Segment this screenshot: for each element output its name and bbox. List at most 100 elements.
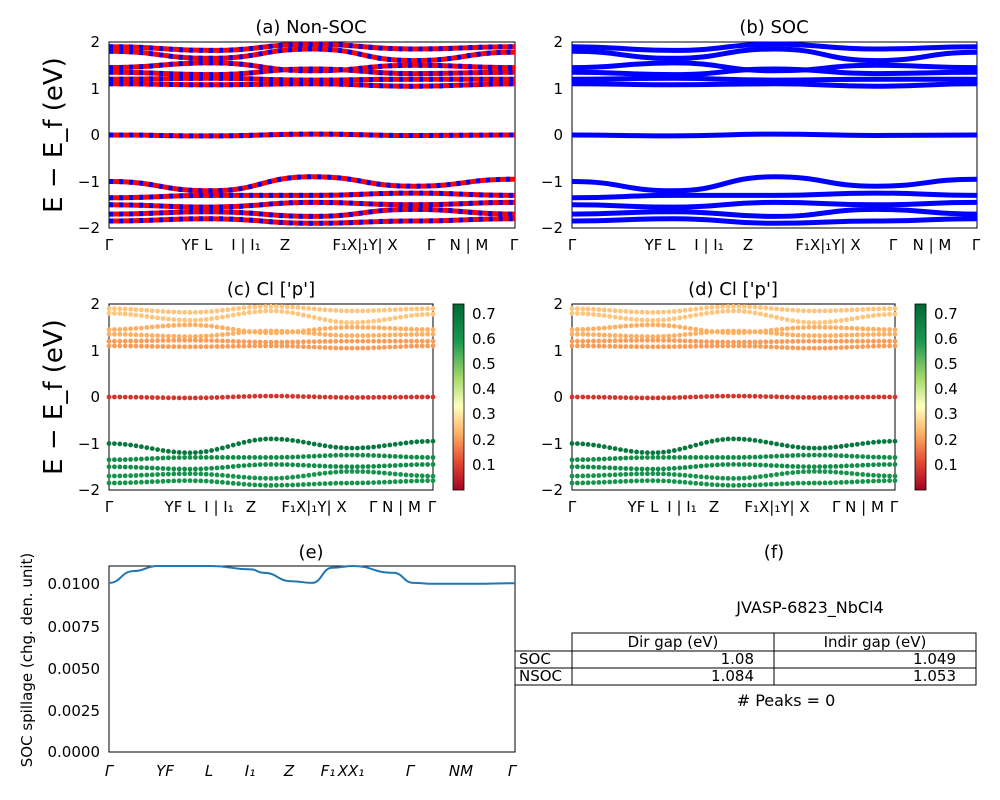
band-point bbox=[247, 475, 252, 480]
band-point bbox=[671, 465, 677, 471]
band-point bbox=[349, 324, 355, 330]
band-point bbox=[203, 471, 209, 477]
panel-d-ytick: 0 bbox=[553, 388, 563, 406]
band-point bbox=[844, 317, 849, 323]
band-point bbox=[122, 311, 128, 317]
band-point bbox=[768, 339, 774, 345]
panel-a-xtick: F₁X|₁Y| X bbox=[332, 236, 397, 254]
band-point bbox=[715, 304, 720, 310]
band-point bbox=[828, 345, 833, 351]
band-point bbox=[166, 309, 171, 315]
band-point bbox=[430, 462, 436, 467]
band-point bbox=[693, 312, 699, 318]
band-point bbox=[860, 332, 866, 338]
band-point bbox=[752, 462, 758, 468]
band-point bbox=[360, 325, 366, 330]
band-point bbox=[317, 339, 322, 344]
band-point bbox=[360, 480, 366, 486]
band-point bbox=[236, 394, 242, 400]
band-point bbox=[122, 473, 128, 479]
band-point bbox=[198, 317, 204, 323]
band-point bbox=[688, 464, 693, 470]
band-point bbox=[585, 394, 591, 400]
band-point bbox=[279, 393, 285, 399]
band-point bbox=[376, 345, 382, 350]
panel-d-xtick: Z bbox=[709, 498, 719, 516]
band-point bbox=[849, 479, 855, 485]
band-point bbox=[634, 471, 639, 477]
band-point bbox=[268, 483, 274, 488]
band-point bbox=[661, 395, 666, 401]
band-point bbox=[252, 393, 258, 399]
band-point bbox=[317, 453, 322, 459]
band-point bbox=[382, 345, 387, 350]
band-point bbox=[128, 394, 134, 400]
band-point bbox=[382, 394, 387, 400]
band-point bbox=[887, 438, 892, 444]
band-point bbox=[306, 344, 312, 350]
band-point bbox=[655, 309, 661, 315]
band-point bbox=[585, 326, 591, 332]
band-point bbox=[198, 478, 204, 484]
band-point bbox=[160, 309, 166, 314]
band-point bbox=[220, 344, 225, 349]
band-point bbox=[338, 395, 344, 400]
band-point bbox=[274, 308, 279, 314]
band-point bbox=[596, 443, 602, 449]
band-point bbox=[317, 316, 322, 321]
band-point bbox=[322, 307, 328, 313]
panel-d-xtick: I | I₁ bbox=[667, 498, 696, 516]
panel-b-ytick: 2 bbox=[553, 33, 563, 51]
band-point bbox=[661, 317, 666, 323]
band-point bbox=[247, 339, 252, 345]
band-point bbox=[301, 312, 306, 318]
band-point bbox=[881, 343, 887, 349]
band-point bbox=[128, 464, 134, 470]
band-point bbox=[752, 343, 758, 349]
band-point bbox=[166, 466, 171, 472]
band-point bbox=[677, 332, 683, 338]
band-point bbox=[774, 315, 779, 320]
band-point bbox=[268, 436, 274, 442]
band-point bbox=[268, 339, 274, 345]
band-point bbox=[811, 452, 817, 458]
band-point bbox=[311, 339, 317, 344]
band-point bbox=[203, 478, 209, 484]
band-point bbox=[182, 334, 188, 339]
band-point bbox=[709, 343, 715, 349]
band-point bbox=[580, 343, 586, 349]
band-point bbox=[112, 343, 117, 349]
band-point bbox=[784, 345, 790, 350]
band-point bbox=[741, 304, 747, 309]
band-point bbox=[284, 339, 290, 345]
band-line bbox=[571, 66, 978, 78]
colorbar-c-tick: 0.3 bbox=[472, 405, 496, 423]
band-point bbox=[322, 345, 328, 350]
band-point bbox=[650, 455, 656, 460]
band-point bbox=[811, 308, 817, 314]
band-point bbox=[801, 452, 806, 458]
band-point bbox=[344, 480, 349, 486]
band-point bbox=[117, 331, 123, 337]
band-point bbox=[822, 308, 828, 314]
band-point bbox=[585, 332, 591, 337]
band-point bbox=[409, 306, 414, 312]
band-point bbox=[225, 444, 231, 449]
band-point bbox=[585, 311, 591, 317]
band-point bbox=[655, 317, 661, 323]
band-point bbox=[209, 338, 215, 343]
band-point bbox=[833, 338, 839, 344]
band-point bbox=[360, 338, 366, 344]
band-point bbox=[128, 442, 134, 448]
band-point bbox=[176, 322, 182, 328]
band-point bbox=[338, 325, 344, 330]
band-point bbox=[591, 442, 596, 448]
band-point bbox=[365, 345, 371, 351]
panel-e-title: (e) bbox=[298, 542, 323, 563]
band-line bbox=[108, 216, 516, 226]
band-point bbox=[144, 472, 150, 478]
band-point bbox=[704, 439, 709, 445]
band-point bbox=[774, 394, 779, 400]
band-point bbox=[338, 452, 344, 458]
band-point bbox=[801, 308, 806, 314]
